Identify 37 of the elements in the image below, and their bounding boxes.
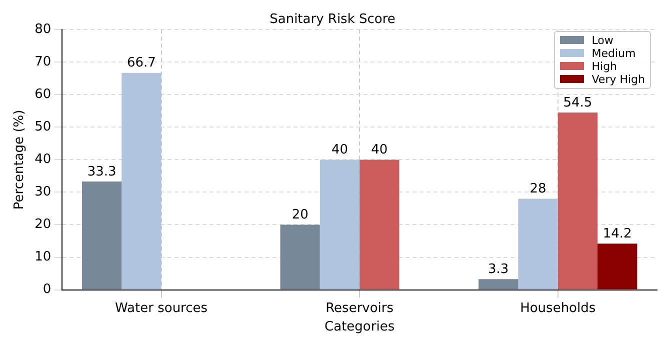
legend-label: Very High <box>592 72 645 86</box>
bar <box>598 244 638 290</box>
legend-label: Medium <box>592 46 636 60</box>
bar <box>82 181 122 290</box>
bar <box>518 198 558 290</box>
y-tick-label: 50 <box>34 120 52 135</box>
y-tick-label: 10 <box>34 250 52 265</box>
data-label: 28 <box>530 182 546 197</box>
x-tick-label: Households <box>520 300 596 316</box>
y-tick-label: 40 <box>34 152 52 168</box>
bar <box>320 160 360 290</box>
bar <box>122 72 162 290</box>
bar <box>360 160 400 290</box>
y-axis-title: Percentage (%) <box>12 110 28 210</box>
y-tick-label: 0 <box>42 282 52 298</box>
y-tick-label: 30 <box>34 184 52 200</box>
x-axis-title: Categories <box>324 320 395 335</box>
bar <box>478 279 518 290</box>
legend-label: High <box>592 60 618 73</box>
chart-title: Sanitary Risk Score <box>270 12 396 28</box>
y-tick-label: 70 <box>34 54 52 70</box>
data-label: 33.3 <box>87 164 116 180</box>
data-label: 40 <box>371 142 388 158</box>
legend-label: Low <box>592 34 614 47</box>
data-label: 14.2 <box>602 226 632 242</box>
bar <box>558 112 598 290</box>
x-tick-label: Water sources <box>115 300 208 316</box>
y-tick-label: 80 <box>34 22 52 37</box>
data-label: 20 <box>292 208 308 223</box>
data-label: 40 <box>331 142 348 158</box>
data-label: 66.7 <box>126 56 156 71</box>
x-tick-label: Reservoirs <box>326 300 394 316</box>
data-label: 3.3 <box>488 262 509 277</box>
data-label: 54.5 <box>563 95 592 110</box>
y-tick-label: 20 <box>34 217 52 232</box>
y-tick-label: 60 <box>34 87 52 102</box>
bar <box>280 224 320 290</box>
